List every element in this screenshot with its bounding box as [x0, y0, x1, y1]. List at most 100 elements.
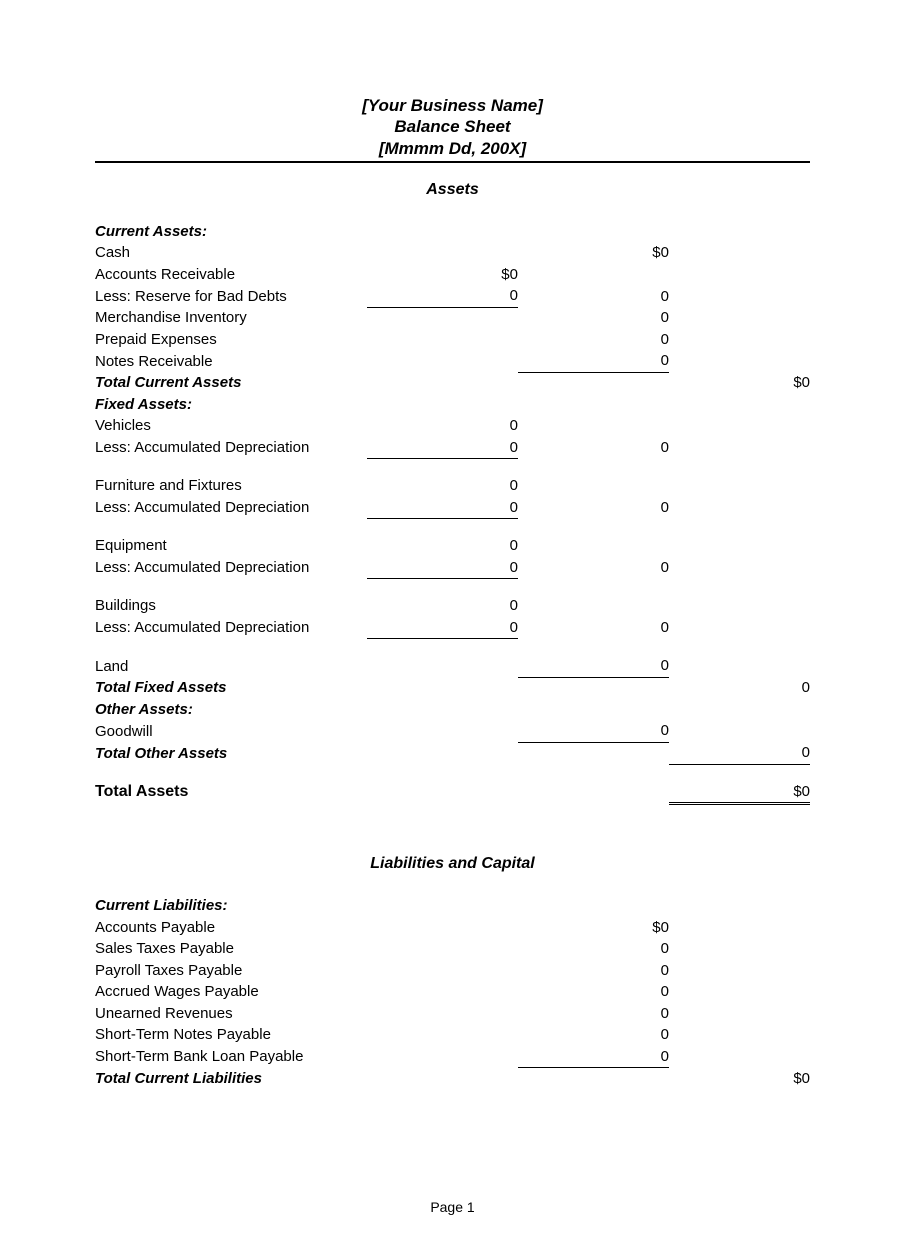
value-bld: 0 — [367, 595, 518, 617]
fixed-assets-header: Fixed Assets: — [95, 394, 810, 416]
label-fur: Furniture and Fixtures — [95, 475, 367, 497]
fixed-assets-table: Fixed Assets: Vehicles 0 Less: Accumulat… — [95, 394, 810, 699]
label-ar: Accounts Receivable — [95, 264, 367, 286]
label-gw: Goodwill — [95, 720, 367, 742]
value-total-oa: 0 — [669, 742, 810, 764]
value-gw: 0 — [518, 720, 669, 742]
label-eq: Equipment — [95, 535, 367, 557]
row-ar: Accounts Receivable $0 — [95, 264, 810, 286]
value-eq: 0 — [367, 535, 518, 557]
row-vehicles-dep: Less: Accumulated Depreciation 0 0 — [95, 437, 810, 459]
value-bldD-c2: 0 — [518, 617, 669, 639]
label-stn: Short-Term Notes Payable — [95, 1024, 367, 1046]
label-total-assets: Total Assets — [95, 781, 367, 804]
row-aw: Accrued Wages Payable 0 — [95, 981, 810, 1003]
row-ur: Unearned Revenues 0 — [95, 1003, 810, 1025]
value-stn: 0 — [518, 1024, 669, 1046]
value-eqD-c2: 0 — [518, 557, 669, 579]
document-date: [Mmmm Dd, 200X] — [95, 138, 810, 159]
label-total-cl: Total Current Liabilities — [95, 1068, 367, 1090]
current-liabilities-table: Current Liabilities: Accounts Payable $0… — [95, 895, 810, 1089]
row-inventory: Merchandise Inventory 0 — [95, 307, 810, 329]
row-buildings: Buildings 0 — [95, 595, 810, 617]
value-furD-c2: 0 — [518, 497, 669, 519]
label-cash: Cash — [95, 242, 367, 264]
current-liabilities-header: Current Liabilities: — [95, 895, 810, 917]
value-vehD-c1: 0 — [367, 437, 518, 459]
business-name: [Your Business Name] — [95, 95, 810, 116]
other-assets-header: Other Assets: — [95, 699, 810, 721]
value-fur: 0 — [367, 475, 518, 497]
label-bldD: Less: Accumulated Depreciation — [95, 617, 367, 639]
value-vehD-c2: 0 — [518, 437, 669, 459]
row-total-other-assets: Total Other Assets 0 — [95, 742, 810, 764]
row-notes-receivable: Notes Receivable 0 — [95, 350, 810, 372]
value-ptx: 0 — [518, 960, 669, 982]
row-vehicles: Vehicles 0 — [95, 415, 810, 437]
value-bad-c2: 0 — [518, 285, 669, 307]
row-equipment-dep: Less: Accumulated Depreciation 0 0 — [95, 557, 810, 579]
value-veh: 0 — [367, 415, 518, 437]
row-ptx: Payroll Taxes Payable 0 — [95, 960, 810, 982]
row-stx: Sales Taxes Payable 0 — [95, 938, 810, 960]
row-stb: Short-Term Bank Loan Payable 0 — [95, 1046, 810, 1068]
label-pre: Prepaid Expenses — [95, 329, 367, 351]
value-inv: 0 — [518, 307, 669, 329]
other-assets-table: Other Assets: Goodwill 0 Total Other Ass… — [95, 699, 810, 806]
value-land: 0 — [518, 655, 669, 677]
value-cash: $0 — [518, 242, 669, 264]
current-assets-header: Current Assets: — [95, 221, 810, 243]
row-cash: Cash $0 — [95, 242, 810, 264]
row-buildings-dep: Less: Accumulated Depreciation 0 0 — [95, 617, 810, 639]
row-total-fixed-assets: Total Fixed Assets 0 — [95, 677, 810, 699]
label-total-fa: Total Fixed Assets — [95, 677, 367, 699]
row-bad-debts: Less: Reserve for Bad Debts 0 0 — [95, 285, 810, 307]
label-total-oa: Total Other Assets — [95, 742, 367, 764]
value-furD-c1: 0 — [367, 497, 518, 519]
label-total-ca: Total Current Assets — [95, 372, 367, 394]
label-land: Land — [95, 655, 367, 677]
value-eqD-c1: 0 — [367, 557, 518, 579]
document-header: [Your Business Name] Balance Sheet [Mmmm… — [95, 95, 810, 163]
row-furniture-dep: Less: Accumulated Depreciation 0 0 — [95, 497, 810, 519]
label-ap: Accounts Payable — [95, 917, 367, 939]
label-ptx: Payroll Taxes Payable — [95, 960, 367, 982]
row-stn: Short-Term Notes Payable 0 — [95, 1024, 810, 1046]
row-land: Land 0 — [95, 655, 810, 677]
value-notes: 0 — [518, 350, 669, 372]
row-goodwill: Goodwill 0 — [95, 720, 810, 742]
row-ap: Accounts Payable $0 — [95, 917, 810, 939]
balance-sheet-page: [Your Business Name] Balance Sheet [Mmmm… — [0, 0, 900, 1255]
row-furniture: Furniture and Fixtures 0 — [95, 475, 810, 497]
label-bad: Less: Reserve for Bad Debts — [95, 285, 367, 307]
value-pre: 0 — [518, 329, 669, 351]
page-footer: Page 1 — [95, 1199, 810, 1215]
label-inv: Merchandise Inventory — [95, 307, 367, 329]
liabilities-section-title: Liabilities and Capital — [95, 855, 810, 873]
label-notes: Notes Receivable — [95, 350, 367, 372]
value-total-assets: $0 — [669, 781, 810, 804]
label-stb: Short-Term Bank Loan Payable — [95, 1046, 367, 1068]
row-total-current-assets: Total Current Assets $0 — [95, 372, 810, 394]
label-eqD: Less: Accumulated Depreciation — [95, 557, 367, 579]
row-total-current-liabilities: Total Current Liabilities $0 — [95, 1068, 810, 1090]
row-equipment: Equipment 0 — [95, 535, 810, 557]
value-total-cl: $0 — [669, 1068, 810, 1090]
label-furD: Less: Accumulated Depreciation — [95, 497, 367, 519]
value-ap: $0 — [518, 917, 669, 939]
value-total-ca: $0 — [669, 372, 810, 394]
value-stb: 0 — [518, 1046, 669, 1068]
document-title: Balance Sheet — [95, 116, 810, 137]
value-stx: 0 — [518, 938, 669, 960]
value-bldD-c1: 0 — [367, 617, 518, 639]
label-ur: Unearned Revenues — [95, 1003, 367, 1025]
value-ar: $0 — [367, 264, 518, 286]
assets-section-title: Assets — [95, 181, 810, 199]
label-vehD: Less: Accumulated Depreciation — [95, 437, 367, 459]
label-veh: Vehicles — [95, 415, 367, 437]
label-stx: Sales Taxes Payable — [95, 938, 367, 960]
row-total-assets: Total Assets $0 — [95, 781, 810, 804]
current-assets-table: Current Assets: Cash $0 Accounts Receiva… — [95, 221, 810, 394]
row-prepaid: Prepaid Expenses 0 — [95, 329, 810, 351]
value-total-fa: 0 — [669, 677, 810, 699]
